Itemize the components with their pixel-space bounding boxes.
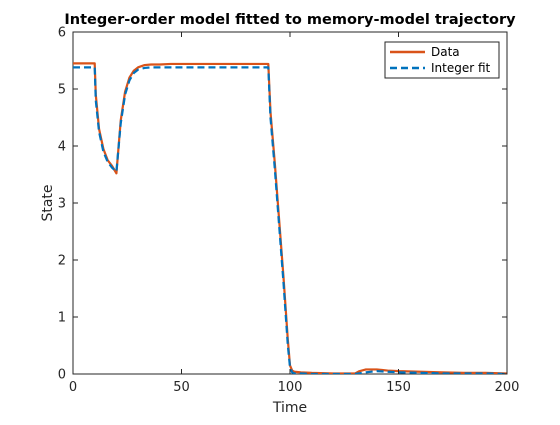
x-axis-label: Time [272, 400, 307, 416]
y-tick-label: 4 [58, 140, 66, 155]
ticks: 0 50 100 150 200 0 1 2 3 4 5 6 [58, 26, 520, 396]
chart-title: Integer-order model fitted to memory-mod… [64, 12, 516, 28]
y-axis-label: State [40, 184, 56, 221]
x-tick-label: 200 [495, 380, 520, 395]
legend-label: Data [431, 45, 460, 59]
series-line-integer-fit [73, 66, 507, 374]
y-tick-label: 5 [58, 83, 66, 98]
plot-area [72, 31, 508, 375]
plot-lines [73, 62, 507, 374]
y-tick-label: 0 [58, 368, 66, 383]
x-tick-label: 100 [278, 380, 303, 395]
legend-box [384, 41, 500, 79]
x-tick-label: 0 [69, 380, 77, 395]
legend-label: Integer fit [431, 61, 491, 75]
y-tick-label: 2 [58, 254, 66, 269]
axes [72, 31, 508, 375]
x-tick-label: 50 [173, 380, 190, 395]
y-tick-label: 1 [58, 311, 66, 326]
x-tick-label: 150 [386, 380, 411, 395]
y-tick-label: 3 [58, 197, 66, 212]
legend: Data Integer fit [384, 41, 500, 79]
y-tick-label: 6 [58, 26, 66, 41]
